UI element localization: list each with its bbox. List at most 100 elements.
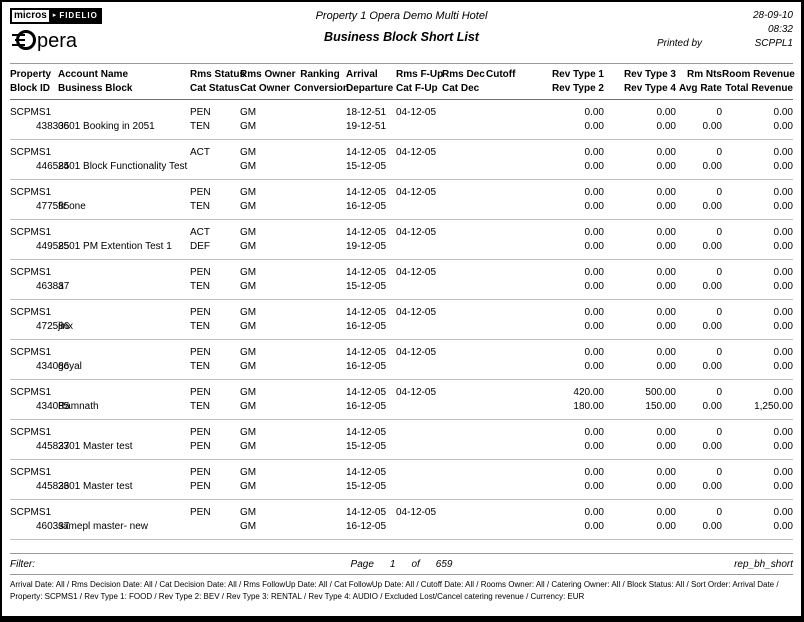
cell-account-name (58, 226, 190, 240)
cell-ranking (294, 186, 346, 200)
cell-rev-type-1: 420.00 (573, 387, 604, 398)
cell-rev-type-2: 0.00 (584, 121, 604, 132)
cell-avg-rate: 0.00 (702, 441, 722, 452)
cell-arrival: 14-12-05 (346, 467, 387, 478)
cell-property: SCPMS1 (10, 147, 52, 158)
cell-rms-status: ACT (190, 227, 210, 238)
cell-cat-owner: GM (240, 201, 257, 212)
cell-cutoff (486, 440, 522, 454)
row-line1: SCPMS1 ACT GM 14-12-05 04-12-05 0.00 0.00 0 0.00 (10, 146, 793, 160)
cell-ranking (294, 346, 346, 360)
cell-cat-dec (442, 160, 486, 174)
cell-cat-f-up (396, 520, 442, 534)
cell-rms-status: PEN (190, 187, 211, 198)
cell-rms-dec (442, 426, 486, 440)
cell-cat-f-up (396, 320, 442, 334)
cell-arrival: 14-12-05 (346, 147, 387, 158)
cell-total-revenue: 0.00 (773, 241, 793, 252)
cell-cutoff (486, 106, 522, 120)
cell-cutoff (486, 520, 522, 534)
page-total: 659 (435, 558, 453, 570)
cell-rms-dec (442, 346, 486, 360)
cell-header-cat-status: Cat Status (190, 83, 240, 94)
cell-rms-status: PEN (190, 347, 211, 358)
cell-ranking (294, 386, 346, 400)
cell-cutoff (486, 386, 522, 400)
cell-rev-type-4: 0.00 (656, 321, 676, 332)
cell-total-revenue: 0.00 (773, 321, 793, 332)
cell-cat-dec (442, 200, 486, 214)
cell-cat-dec (442, 400, 486, 414)
header-line-top: Property Account Name Rms Status Rms Owner R… (10, 68, 795, 82)
cell-arrival: 18-12-51 (346, 107, 387, 118)
cell-property: SCPMS1 (10, 347, 52, 358)
cell-header-rev-type-3: Rev Type 3 (623, 69, 676, 80)
row-line2: 438335 0601 Booking in 2051 TEN GM 19-12-51 0… (10, 120, 793, 134)
cell-cat-status: PEN (190, 481, 211, 492)
cell-rev-type-2: 0.00 (584, 241, 604, 252)
logo-arrow-icon: ▸ (50, 8, 57, 24)
cell-rev-type-4: 0.00 (656, 201, 676, 212)
cell-account-name (58, 426, 190, 440)
cell-property: SCPMS1 (10, 107, 52, 118)
report-footer: Filter: Page 1 of 659 rep_bh_short Arriv… (10, 553, 793, 603)
cell-avg-rate: 0.00 (702, 481, 722, 492)
table-row: SCPMS1 PEN GM 18-12-51 04-12-05 0.00 0.00 0 0.00… (10, 100, 793, 140)
cell-rev-type-2: 0.00 (584, 481, 604, 492)
cell-conversion (294, 320, 346, 334)
cell-rev-type-1: 0.00 (584, 347, 604, 358)
cell-ranking (294, 226, 346, 240)
cell-rev-type-2: 0.00 (584, 161, 604, 172)
cell-rm-nts: 0 (716, 307, 722, 318)
micros-fidelio-logo: micros ▸ FIDELIO (10, 8, 102, 24)
cell-property: SCPMS1 (10, 507, 52, 518)
cell-property: SCPMS1 (10, 467, 52, 478)
page-indicator: Page 1 of 659 (351, 559, 453, 570)
cell-property: SCPMS1 (10, 227, 52, 238)
cell-cat-status: DEF (190, 241, 210, 252)
cell-block-id: 434086 (36, 361, 70, 372)
cell-avg-rate: 0.00 (702, 281, 722, 292)
cell-account-name (58, 386, 190, 400)
cell-conversion (294, 480, 346, 494)
cell-rev-type-4: 150.00 (645, 401, 676, 412)
cell-rms-dec (442, 106, 486, 120)
cell-cat-owner: GM (240, 441, 257, 452)
cell-total-revenue: 0.00 (773, 481, 793, 492)
cell-block-id: 463837 (36, 281, 70, 292)
table-row: SCPMS1 PEN GM 14-12-05 04-12-05 0.00 0.00 0 0.00… (10, 300, 793, 340)
cell-cat-status: TEN (190, 401, 210, 412)
row-line2: 446585 2401 Block Functionality Test GM 15-… (10, 160, 793, 174)
cell-business-block: a (58, 281, 64, 292)
cell-rms-status: PEN (190, 507, 211, 518)
cell-room-revenue: 0.00 (773, 347, 793, 358)
cell-room-revenue: 0.00 (773, 387, 793, 398)
cell-header-rev-type-1: Rev Type 1 (551, 69, 604, 80)
printed-by-label: Printed by (657, 38, 703, 49)
cell-header-rm-nts: Rm Nts (686, 69, 722, 80)
cell-cat-dec (442, 120, 486, 134)
cell-rms-status: PEN (190, 427, 211, 438)
cell-room-revenue: 0.00 (773, 267, 793, 278)
cell-rev-type-4: 0.00 (656, 121, 676, 132)
cell-rm-nts: 0 (716, 227, 722, 238)
cell-cat-owner: GM (240, 241, 257, 252)
footer-line: Filter: Page 1 of 659 rep_bh_short (10, 554, 793, 575)
cell-rev-type-3: 0.00 (656, 227, 676, 238)
cell-header-rms-owner: Rms Owner (240, 69, 296, 80)
cell-header-cutoff: Cutoff (486, 69, 516, 80)
table-header: Property Account Name Rms Status Rms Owner R… (10, 64, 795, 100)
cell-avg-rate: 0.00 (702, 361, 722, 372)
cell-header-property: Property (10, 69, 52, 80)
cell-rms-owner: GM (240, 267, 257, 278)
cell-property: SCPMS1 (10, 387, 52, 398)
cell-cat-dec (442, 440, 486, 454)
row-line2: 449585 2501 PM Extention Test 1 DEF GM 19-12… (10, 240, 793, 254)
cell-rev-type-4: 0.00 (656, 481, 676, 492)
cell-cat-owner: GM (240, 361, 257, 372)
cell-rev-type-4: 0.00 (656, 441, 676, 452)
cell-rm-nts: 0 (716, 507, 722, 518)
cell-total-revenue: 0.00 (773, 161, 793, 172)
report-date: 28-09-10 (752, 10, 793, 21)
